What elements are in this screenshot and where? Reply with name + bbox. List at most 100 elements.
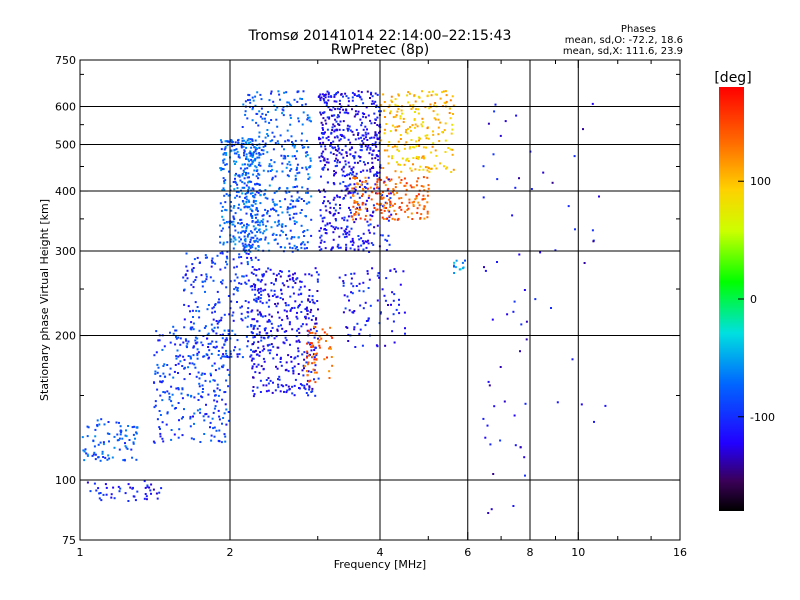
data-point bbox=[367, 319, 370, 322]
data-point bbox=[253, 151, 256, 154]
data-point bbox=[342, 280, 345, 283]
data-point bbox=[482, 165, 485, 168]
data-point bbox=[268, 295, 271, 298]
data-point bbox=[377, 155, 380, 158]
data-point bbox=[267, 377, 270, 380]
data-point bbox=[203, 433, 206, 435]
data-point bbox=[162, 391, 165, 393]
data-point bbox=[135, 431, 138, 434]
data-point bbox=[264, 238, 267, 241]
data-point bbox=[253, 363, 256, 366]
data-point bbox=[353, 191, 356, 194]
data-point bbox=[286, 211, 289, 214]
data-point bbox=[345, 248, 348, 251]
data-point bbox=[249, 355, 252, 358]
data-point bbox=[250, 310, 253, 313]
data-point bbox=[159, 427, 161, 430]
data-point bbox=[279, 356, 282, 359]
data-point bbox=[202, 355, 205, 358]
data-point bbox=[295, 212, 298, 215]
data-point bbox=[265, 228, 268, 231]
data-point bbox=[339, 204, 341, 206]
data-point bbox=[242, 244, 245, 247]
data-point bbox=[234, 174, 237, 177]
data-point bbox=[403, 311, 406, 314]
data-point bbox=[256, 327, 259, 330]
data-point bbox=[168, 396, 171, 398]
data-point bbox=[196, 337, 199, 340]
data-point bbox=[245, 249, 248, 252]
data-point bbox=[204, 280, 207, 283]
data-point bbox=[286, 187, 289, 190]
data-point bbox=[310, 318, 313, 321]
data-point bbox=[224, 140, 227, 143]
data-point bbox=[305, 323, 308, 326]
data-point bbox=[260, 336, 263, 339]
data-point bbox=[306, 342, 309, 345]
data-point bbox=[265, 379, 268, 381]
data-point bbox=[192, 345, 195, 348]
data-point bbox=[245, 155, 248, 158]
data-point bbox=[280, 324, 282, 327]
data-point bbox=[307, 173, 310, 176]
data-point bbox=[327, 95, 330, 98]
data-point bbox=[351, 237, 354, 240]
data-point bbox=[524, 474, 526, 477]
data-point bbox=[418, 204, 421, 207]
data-point bbox=[260, 238, 263, 241]
data-point bbox=[161, 380, 164, 383]
data-point bbox=[163, 345, 166, 348]
data-point bbox=[395, 213, 397, 216]
data-point bbox=[257, 363, 260, 366]
data-point bbox=[145, 498, 148, 501]
data-point bbox=[210, 259, 213, 262]
data-point bbox=[210, 374, 212, 377]
data-point bbox=[420, 156, 423, 159]
data-point bbox=[221, 355, 224, 358]
data-point bbox=[290, 237, 293, 240]
data-point bbox=[267, 242, 270, 245]
data-point bbox=[273, 161, 276, 164]
data-point bbox=[164, 391, 166, 394]
data-point bbox=[326, 333, 329, 336]
data-point bbox=[393, 341, 396, 344]
data-point bbox=[83, 450, 86, 453]
data-point bbox=[220, 316, 223, 319]
data-point bbox=[433, 117, 436, 120]
data-point bbox=[280, 154, 283, 157]
data-point bbox=[213, 379, 216, 382]
data-point bbox=[302, 374, 305, 377]
data-point bbox=[499, 439, 502, 442]
data-point bbox=[216, 290, 219, 293]
data-point bbox=[244, 196, 247, 199]
data-point bbox=[246, 311, 249, 314]
data-point bbox=[426, 94, 429, 97]
data-point bbox=[283, 284, 286, 287]
data-point bbox=[335, 219, 337, 222]
data-point bbox=[183, 318, 186, 321]
data-point bbox=[125, 446, 128, 449]
data-point bbox=[355, 285, 358, 287]
data-point bbox=[306, 350, 309, 353]
data-point bbox=[193, 396, 196, 399]
data-point bbox=[387, 209, 390, 212]
data-point bbox=[253, 393, 256, 396]
data-point bbox=[408, 201, 411, 204]
data-point bbox=[571, 358, 574, 361]
data-point bbox=[290, 104, 293, 107]
data-point bbox=[286, 174, 289, 177]
data-point bbox=[94, 458, 97, 461]
data-point bbox=[187, 340, 190, 343]
data-point bbox=[221, 168, 224, 170]
data-point bbox=[234, 181, 237, 184]
data-point bbox=[317, 341, 320, 344]
data-point bbox=[333, 173, 336, 175]
data-point bbox=[354, 346, 357, 348]
data-point bbox=[254, 139, 257, 142]
data-point bbox=[355, 201, 358, 204]
data-point bbox=[383, 294, 386, 297]
data-point bbox=[257, 298, 260, 300]
data-point bbox=[347, 104, 350, 107]
data-point bbox=[126, 447, 129, 450]
